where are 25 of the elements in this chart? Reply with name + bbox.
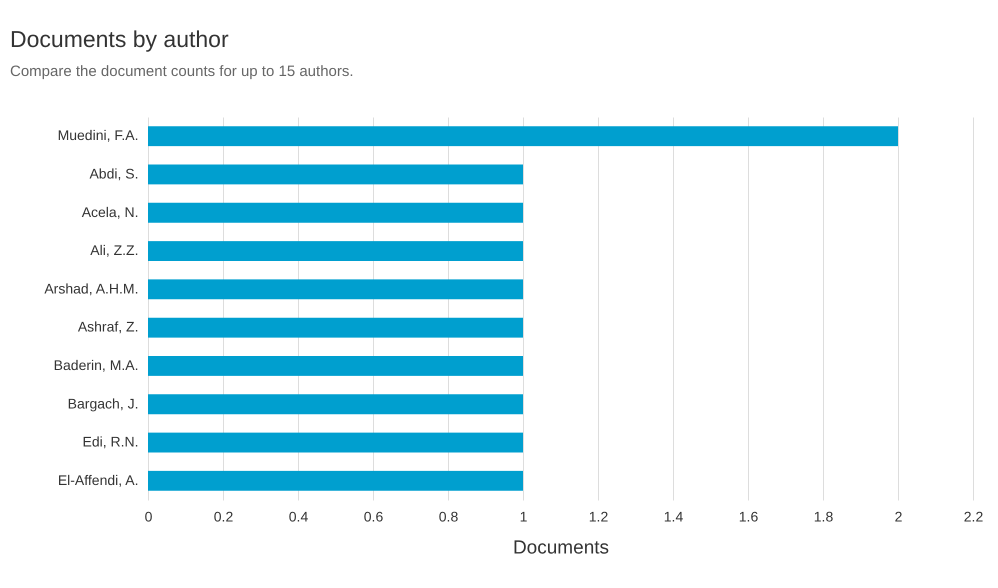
x-tick-label: 0.8 xyxy=(438,508,458,524)
x-tick-label: 1.8 xyxy=(814,508,834,524)
chart-subtitle: Compare the document counts for up to 15 authors. xyxy=(10,63,354,80)
x-tick-label: 0.2 xyxy=(214,508,234,524)
x-tick-label: 1 xyxy=(520,508,528,524)
x-tick-label: 1.2 xyxy=(588,508,608,524)
chart-title: Documents by author xyxy=(10,26,229,52)
y-tick-label: El-Affendi, A. xyxy=(58,472,138,488)
x-tick-label: 0.4 xyxy=(288,508,308,524)
x-tick-label: 1.6 xyxy=(738,508,758,524)
y-tick-label: Acela, N. xyxy=(82,204,138,220)
y-tick-label: Muedini, F.A. xyxy=(58,127,138,144)
x-axis-title: Documents xyxy=(512,538,610,558)
y-tick-label: Ashraf, Z. xyxy=(78,318,138,335)
x-tick-label: 0.6 xyxy=(364,508,384,524)
x-tick-label: 2.2 xyxy=(964,508,984,524)
y-tick-label: Baderin, M.A. xyxy=(54,356,138,373)
x-tick-label: 2 xyxy=(894,508,903,524)
y-tick-label: Ali, Z.Z. xyxy=(90,242,138,258)
y-tick-label: Edi, R.N. xyxy=(82,434,138,450)
y-tick-label: Abdi, S. xyxy=(89,165,138,182)
y-tick-label: Bargach, J. xyxy=(68,395,138,412)
y-tick-label: Arshad, A.H.M. xyxy=(44,280,138,296)
x-tick-label: 0 xyxy=(144,508,153,524)
x-tick-label: 1.4 xyxy=(664,508,684,524)
